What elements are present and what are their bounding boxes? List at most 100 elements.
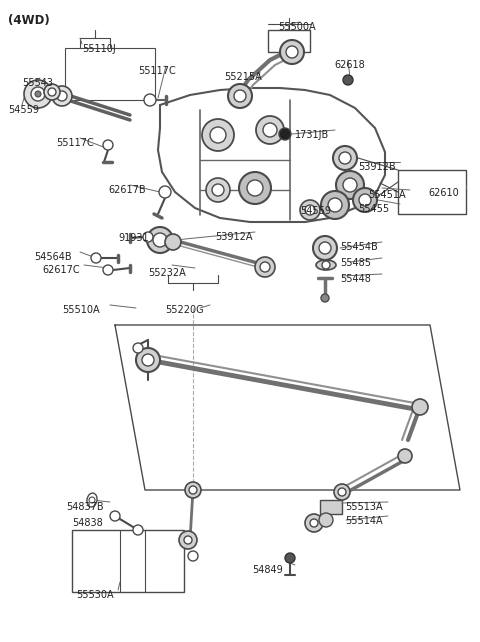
Circle shape <box>305 205 315 215</box>
Text: 55513A: 55513A <box>345 502 383 512</box>
Circle shape <box>353 188 377 212</box>
Bar <box>72 530 184 592</box>
Bar <box>65 48 155 100</box>
Circle shape <box>256 116 284 144</box>
Circle shape <box>189 486 197 494</box>
Circle shape <box>110 511 120 521</box>
Circle shape <box>279 128 291 140</box>
Circle shape <box>57 91 67 101</box>
Text: 55455: 55455 <box>358 204 389 214</box>
Text: 55530A: 55530A <box>76 590 114 600</box>
Circle shape <box>44 84 60 100</box>
Ellipse shape <box>87 493 97 507</box>
Circle shape <box>165 234 181 250</box>
Circle shape <box>133 343 143 353</box>
Circle shape <box>255 257 275 277</box>
Circle shape <box>52 86 72 106</box>
Circle shape <box>319 242 331 254</box>
Circle shape <box>184 536 192 544</box>
Circle shape <box>234 90 246 102</box>
Circle shape <box>263 123 277 137</box>
Circle shape <box>103 140 113 150</box>
Text: 54564B: 54564B <box>34 252 72 262</box>
Circle shape <box>300 200 320 220</box>
Circle shape <box>321 191 349 219</box>
Text: 55215A: 55215A <box>224 72 262 82</box>
Text: 55220G: 55220G <box>165 305 204 315</box>
Circle shape <box>153 233 167 247</box>
Text: 62610: 62610 <box>428 188 459 198</box>
Circle shape <box>336 171 364 199</box>
Circle shape <box>247 180 263 196</box>
Circle shape <box>185 482 201 498</box>
Text: 55117C: 55117C <box>138 66 176 76</box>
Circle shape <box>305 514 323 532</box>
Text: 91931: 91931 <box>118 233 149 243</box>
Circle shape <box>179 531 197 549</box>
Circle shape <box>212 184 224 196</box>
Text: 62618: 62618 <box>334 60 365 70</box>
Circle shape <box>343 178 357 192</box>
Text: 55451A: 55451A <box>368 190 406 200</box>
Bar <box>320 500 342 514</box>
Circle shape <box>328 198 342 212</box>
Circle shape <box>310 519 318 527</box>
Circle shape <box>319 513 333 527</box>
Circle shape <box>412 399 428 415</box>
Circle shape <box>321 294 329 302</box>
Circle shape <box>142 354 154 366</box>
Circle shape <box>239 172 271 204</box>
Text: 53912A: 53912A <box>215 232 252 242</box>
Text: 55514A: 55514A <box>345 516 383 526</box>
Bar <box>268 30 310 52</box>
Circle shape <box>103 265 113 275</box>
Text: 62617B: 62617B <box>108 185 145 195</box>
Circle shape <box>144 94 156 106</box>
Circle shape <box>133 525 143 535</box>
Text: 55510A: 55510A <box>62 305 100 315</box>
Text: 55232A: 55232A <box>148 268 186 278</box>
Circle shape <box>398 449 412 463</box>
Text: 54838: 54838 <box>72 518 103 528</box>
Text: 55543: 55543 <box>22 78 53 88</box>
Circle shape <box>89 497 95 503</box>
Text: 55454B: 55454B <box>340 242 378 252</box>
Circle shape <box>147 227 173 253</box>
Circle shape <box>48 88 56 96</box>
Circle shape <box>228 84 252 108</box>
Circle shape <box>285 553 295 563</box>
Circle shape <box>31 87 45 101</box>
Circle shape <box>280 40 304 64</box>
Circle shape <box>91 253 101 263</box>
Text: 54559: 54559 <box>8 105 39 115</box>
Circle shape <box>339 152 351 164</box>
Text: 54849: 54849 <box>252 565 283 575</box>
Circle shape <box>159 186 171 198</box>
Text: 54559: 54559 <box>300 206 331 216</box>
Text: 55117C: 55117C <box>56 138 94 148</box>
Text: 54837B: 54837B <box>66 502 104 512</box>
Circle shape <box>35 91 41 97</box>
Circle shape <box>143 232 153 242</box>
Circle shape <box>206 178 230 202</box>
Circle shape <box>188 551 198 561</box>
Circle shape <box>359 194 371 206</box>
Text: 55448: 55448 <box>340 274 371 284</box>
Circle shape <box>313 236 337 260</box>
Circle shape <box>136 348 160 372</box>
Text: 53912B: 53912B <box>358 162 396 172</box>
Text: 55485: 55485 <box>340 258 371 268</box>
Circle shape <box>210 127 226 143</box>
Text: 62617C: 62617C <box>42 265 80 275</box>
Circle shape <box>260 262 270 272</box>
Text: 55500A: 55500A <box>278 22 316 32</box>
Text: (4WD): (4WD) <box>8 14 50 27</box>
Text: 1731JB: 1731JB <box>295 130 329 140</box>
Ellipse shape <box>316 260 336 270</box>
Circle shape <box>202 119 234 151</box>
Circle shape <box>333 146 357 170</box>
Circle shape <box>338 488 346 496</box>
Circle shape <box>322 261 330 269</box>
Text: 55110J: 55110J <box>82 44 116 54</box>
Circle shape <box>343 75 353 85</box>
